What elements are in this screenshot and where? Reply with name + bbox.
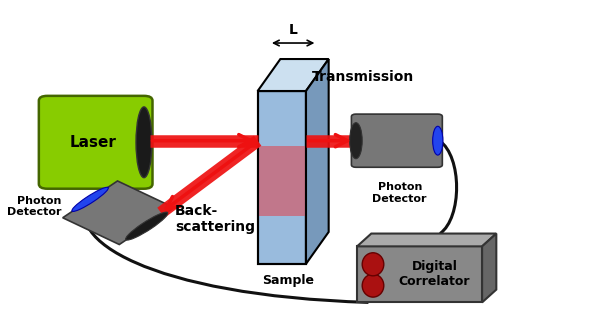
Ellipse shape — [433, 126, 443, 155]
Text: Sample: Sample — [263, 274, 314, 287]
Text: Photon
Detector: Photon Detector — [373, 182, 427, 204]
Ellipse shape — [350, 123, 362, 159]
Polygon shape — [306, 59, 329, 264]
Text: Digital
Correlator: Digital Correlator — [399, 260, 470, 288]
Polygon shape — [482, 234, 496, 302]
Ellipse shape — [72, 187, 109, 212]
Ellipse shape — [362, 253, 384, 276]
Text: L: L — [289, 23, 298, 36]
Text: Photon
Detector: Photon Detector — [7, 195, 62, 217]
FancyBboxPatch shape — [257, 91, 306, 264]
Text: Laser: Laser — [70, 135, 116, 150]
FancyBboxPatch shape — [352, 114, 442, 167]
Polygon shape — [63, 181, 174, 245]
Ellipse shape — [362, 274, 384, 297]
FancyBboxPatch shape — [257, 146, 306, 215]
Text: Transmission: Transmission — [311, 70, 414, 84]
Ellipse shape — [125, 212, 168, 240]
FancyBboxPatch shape — [357, 246, 482, 302]
Ellipse shape — [136, 107, 152, 178]
Text: Back-
scattering: Back- scattering — [175, 204, 255, 234]
Polygon shape — [357, 234, 496, 246]
Polygon shape — [257, 59, 329, 91]
FancyBboxPatch shape — [39, 96, 152, 189]
